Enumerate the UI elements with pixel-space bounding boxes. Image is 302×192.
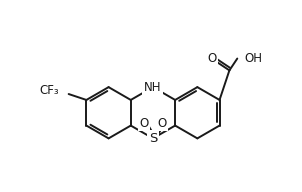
Text: OH: OH <box>244 52 262 65</box>
Text: O: O <box>157 117 166 130</box>
Text: CF₃: CF₃ <box>39 84 59 97</box>
Text: O: O <box>140 117 149 130</box>
Text: S: S <box>149 132 157 145</box>
Text: O: O <box>207 52 216 65</box>
Text: NH: NH <box>144 81 162 94</box>
